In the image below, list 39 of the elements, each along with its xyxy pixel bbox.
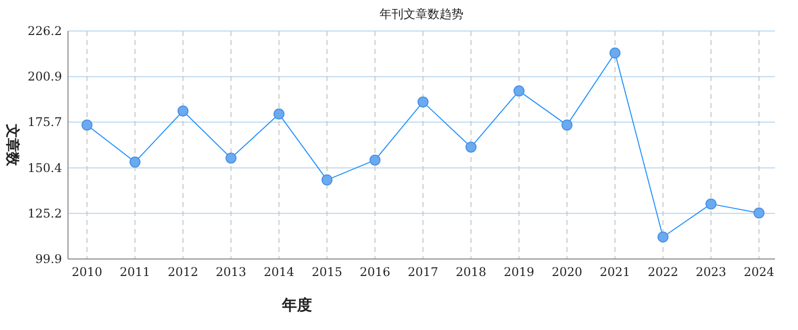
- x-tick-label: 2021: [600, 265, 630, 279]
- point: [562, 120, 572, 131]
- point: [226, 152, 236, 164]
- point: [82, 120, 92, 131]
- x-tick-label: 2010: [72, 265, 102, 279]
- x-tick-label: 2015: [312, 265, 342, 279]
- x-tick-label: 2016: [360, 265, 390, 279]
- y-tick-label: 125.2: [28, 206, 62, 220]
- x-tick-label: 2019: [504, 265, 534, 279]
- x-tick-label: 2012: [168, 265, 198, 279]
- x-tick-label: 2020: [552, 265, 582, 279]
- y-tick-label: 200.9: [28, 70, 62, 84]
- point: [322, 174, 332, 186]
- point: [658, 231, 668, 242]
- y-tick-label: 99.9: [35, 252, 62, 266]
- x-tick-label: 2018: [456, 265, 486, 279]
- x-axis-title: 年度: [281, 296, 312, 314]
- x-tick-label: 2024: [744, 265, 775, 279]
- x-tick-label: 2023: [696, 265, 726, 279]
- point: [418, 96, 428, 108]
- point: [130, 156, 140, 168]
- x-tick-label: 2013: [216, 265, 246, 279]
- y-tick-label: 150.4: [28, 160, 62, 175]
- point: [706, 198, 716, 210]
- x-tick-label: 2017: [408, 265, 438, 279]
- point: [274, 108, 284, 120]
- point: [466, 142, 476, 153]
- point: [610, 48, 620, 59]
- y-tick-label: 226.2: [28, 24, 62, 38]
- x-tick-label: 2014: [264, 265, 295, 279]
- point: [754, 207, 764, 218]
- chart-title: 年刊文章数趋势: [380, 7, 464, 21]
- x-tick-label: 2022: [648, 265, 678, 279]
- y-axis-title: 文章数: [4, 123, 21, 167]
- point: [178, 105, 188, 116]
- point: [514, 85, 524, 96]
- x-tick-label: 2011: [120, 265, 150, 279]
- y-tick-label: 175.7: [28, 115, 62, 130]
- point: [370, 154, 380, 166]
